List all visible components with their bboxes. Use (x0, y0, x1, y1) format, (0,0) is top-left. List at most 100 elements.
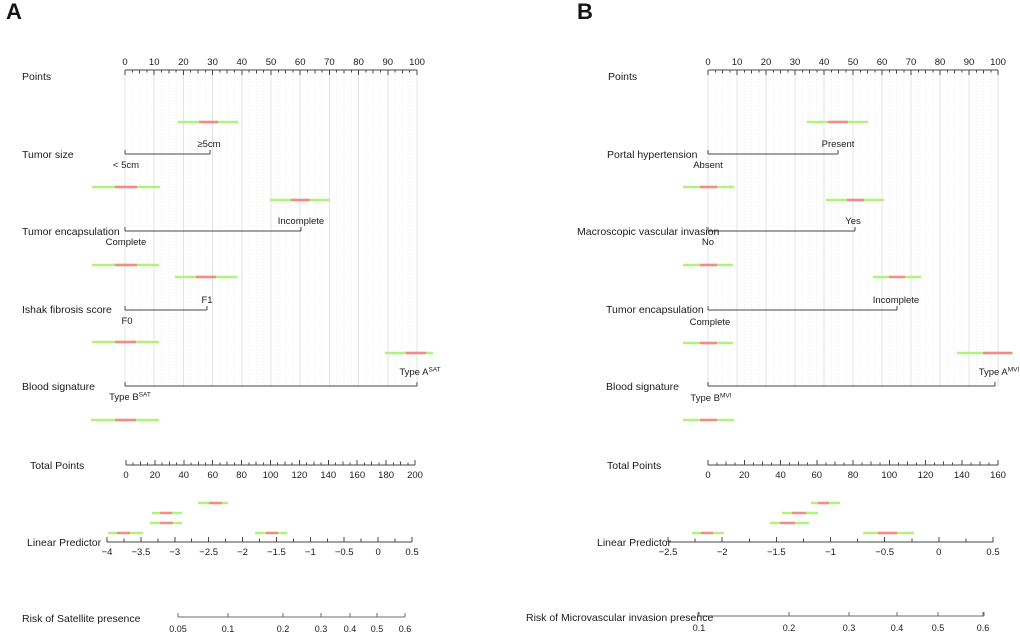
tick-label: 180 (378, 470, 394, 481)
observation-density-strips (108, 501, 287, 535)
tick-label: 60 (207, 470, 218, 481)
tick-label: 0.1 (222, 624, 235, 634)
tick-label: −1 (825, 547, 836, 558)
tick-label: −0.5 (875, 547, 894, 558)
linear-predictor-axis: −2.5 −2 −1.5 −1 −0.5 0 0.5 Linear Predictor (597, 537, 1000, 558)
risk-axis: 0.1 0.2 0.3 0.4 0.5 0.6 Risk of Microvascular … (526, 612, 989, 633)
tick-label: 10 (732, 57, 743, 68)
category-label-high: Incomplete (873, 295, 919, 306)
tick-label: 120 (918, 470, 934, 481)
tick-label: 160 (349, 470, 365, 481)
category-label-high: Type ASAT (399, 367, 440, 379)
total-points-axis: 0 20 40 60 80 100 120 140 160 180 200 Total Points (30, 460, 423, 481)
tick-label: −2 (237, 547, 248, 558)
tick-label: −1.5 (767, 547, 786, 558)
tick-label: 120 (291, 470, 307, 481)
grid (124, 70, 418, 387)
panel-b-label: B (577, 0, 593, 24)
panel-a-label: A (6, 0, 22, 24)
axis-title: Linear Predictor (597, 537, 672, 549)
variable-row-tumor-size: < 5cm ≥5cm Tumor size (22, 120, 238, 189)
tick-label: 10 (149, 57, 160, 68)
tick-label: 20 (761, 57, 772, 68)
tick-label: −1 (305, 547, 316, 558)
panel-a-nomogram: 0 10 20 30 40 50 60 70 80 90 100 Points < 5cm ≥5cm Tum… (22, 57, 441, 634)
tick-label: 20 (150, 470, 161, 481)
tick-label: −2 (717, 547, 728, 558)
panel-b-nomogram: 0 10 20 30 40 50 60 70 80 90 100 Points Absent Presen… (526, 57, 1020, 633)
tick-label: 100 (263, 470, 279, 481)
tick-label: 30 (790, 57, 801, 68)
tick-label: 70 (324, 57, 335, 68)
category-label-low: F0 (121, 316, 132, 327)
tick-label: 20 (739, 470, 750, 481)
tick-label: 100 (409, 57, 425, 68)
tick-label: 90 (964, 57, 975, 68)
variable-row-blood-signature: Type BSAT Type ASAT Blood signature (22, 351, 441, 422)
category-label-low: < 5cm (113, 160, 139, 171)
tick-label: 20 (178, 57, 189, 68)
points-axis: 0 10 20 30 40 50 60 70 80 90 100 Points (22, 57, 425, 83)
tick-label: 90 (383, 57, 394, 68)
variable-row-tumor-encapsulation: Complete Incomplete Tumor encapsulation (22, 198, 330, 267)
tick-label: 60 (877, 57, 888, 68)
tick-label: 0 (936, 547, 941, 558)
variable-title: Tumor size (22, 149, 74, 161)
axis-title: Total Points (607, 460, 661, 472)
category-label-high: Type AMVI (979, 367, 1020, 379)
axis-title: Total Points (30, 460, 84, 472)
variable-title: Tumor encapsulation (22, 226, 120, 238)
tick-label: −2.5 (199, 547, 218, 558)
tick-label: −2.5 (659, 547, 678, 558)
linear-predictor-axis: −4 −3.5 −3 −2.5 −2 −1.5 −1 −0.5 0 0.5 Linear Predi… (27, 537, 419, 558)
observation-density-strips (692, 501, 914, 535)
category-label-high: Present (822, 139, 855, 150)
tick-label: 0.4 (891, 623, 904, 633)
tick-label: 0.05 (169, 624, 187, 634)
grid (707, 70, 999, 387)
variable-title: Portal hypertension (607, 149, 698, 161)
tick-label: −3.5 (132, 547, 151, 558)
category-label-low: Type BMVI (690, 393, 731, 405)
tick-label: 0.6 (399, 624, 412, 634)
superscript: MVI (1008, 367, 1020, 374)
tick-label: 0 (122, 57, 127, 68)
tick-label: −1.5 (267, 547, 286, 558)
variable-row-macroscopic-vascular-invasion: No Yes Macroscopic vascular invasion (577, 198, 884, 267)
axis-title: Risk of Satellite presence (22, 613, 141, 625)
variable-title: Blood signature (22, 381, 95, 393)
tick-label: 0 (705, 57, 710, 68)
variable-title: Tumor encapsulation (606, 304, 704, 316)
tick-label: 0.3 (843, 623, 856, 633)
tick-label: 50 (848, 57, 859, 68)
tick-label: 40 (237, 57, 248, 68)
category-label-high: Yes (845, 216, 861, 227)
tick-label: 0.5 (986, 547, 999, 558)
tick-label: 0.2 (783, 623, 796, 633)
tick-label: 0 (705, 470, 710, 481)
tick-label: 0 (123, 470, 128, 481)
category-label-low: Complete (106, 237, 147, 248)
tick-label: 0.5 (371, 624, 384, 634)
tick-label: 0.3 (315, 624, 328, 634)
tick-label: 0.6 (977, 623, 990, 633)
variable-row-ishak-fibrosis-score: F0 F1 Ishak fibrosis score (22, 275, 237, 344)
category-label-low: Complete (690, 317, 731, 328)
category-label-high: Incomplete (278, 216, 324, 227)
tick-label: 200 (407, 470, 423, 481)
tick-label: −0.5 (335, 547, 354, 558)
variable-title: Blood signature (606, 381, 679, 393)
tick-label: 50 (266, 57, 277, 68)
superscript: MVI (720, 393, 732, 400)
tick-label: 0.1 (693, 623, 706, 633)
tick-label: 60 (295, 57, 306, 68)
tick-label: 0.4 (344, 624, 357, 634)
tick-label: 100 (881, 470, 897, 481)
tick-label: 0.5 (932, 623, 945, 633)
variable-row-portal-hypertension: Absent Present Portal hypertension (607, 120, 868, 189)
tick-label: 40 (179, 470, 190, 481)
category-label-high: F1 (201, 295, 212, 306)
category-label-high: ≥5cm (197, 139, 220, 150)
